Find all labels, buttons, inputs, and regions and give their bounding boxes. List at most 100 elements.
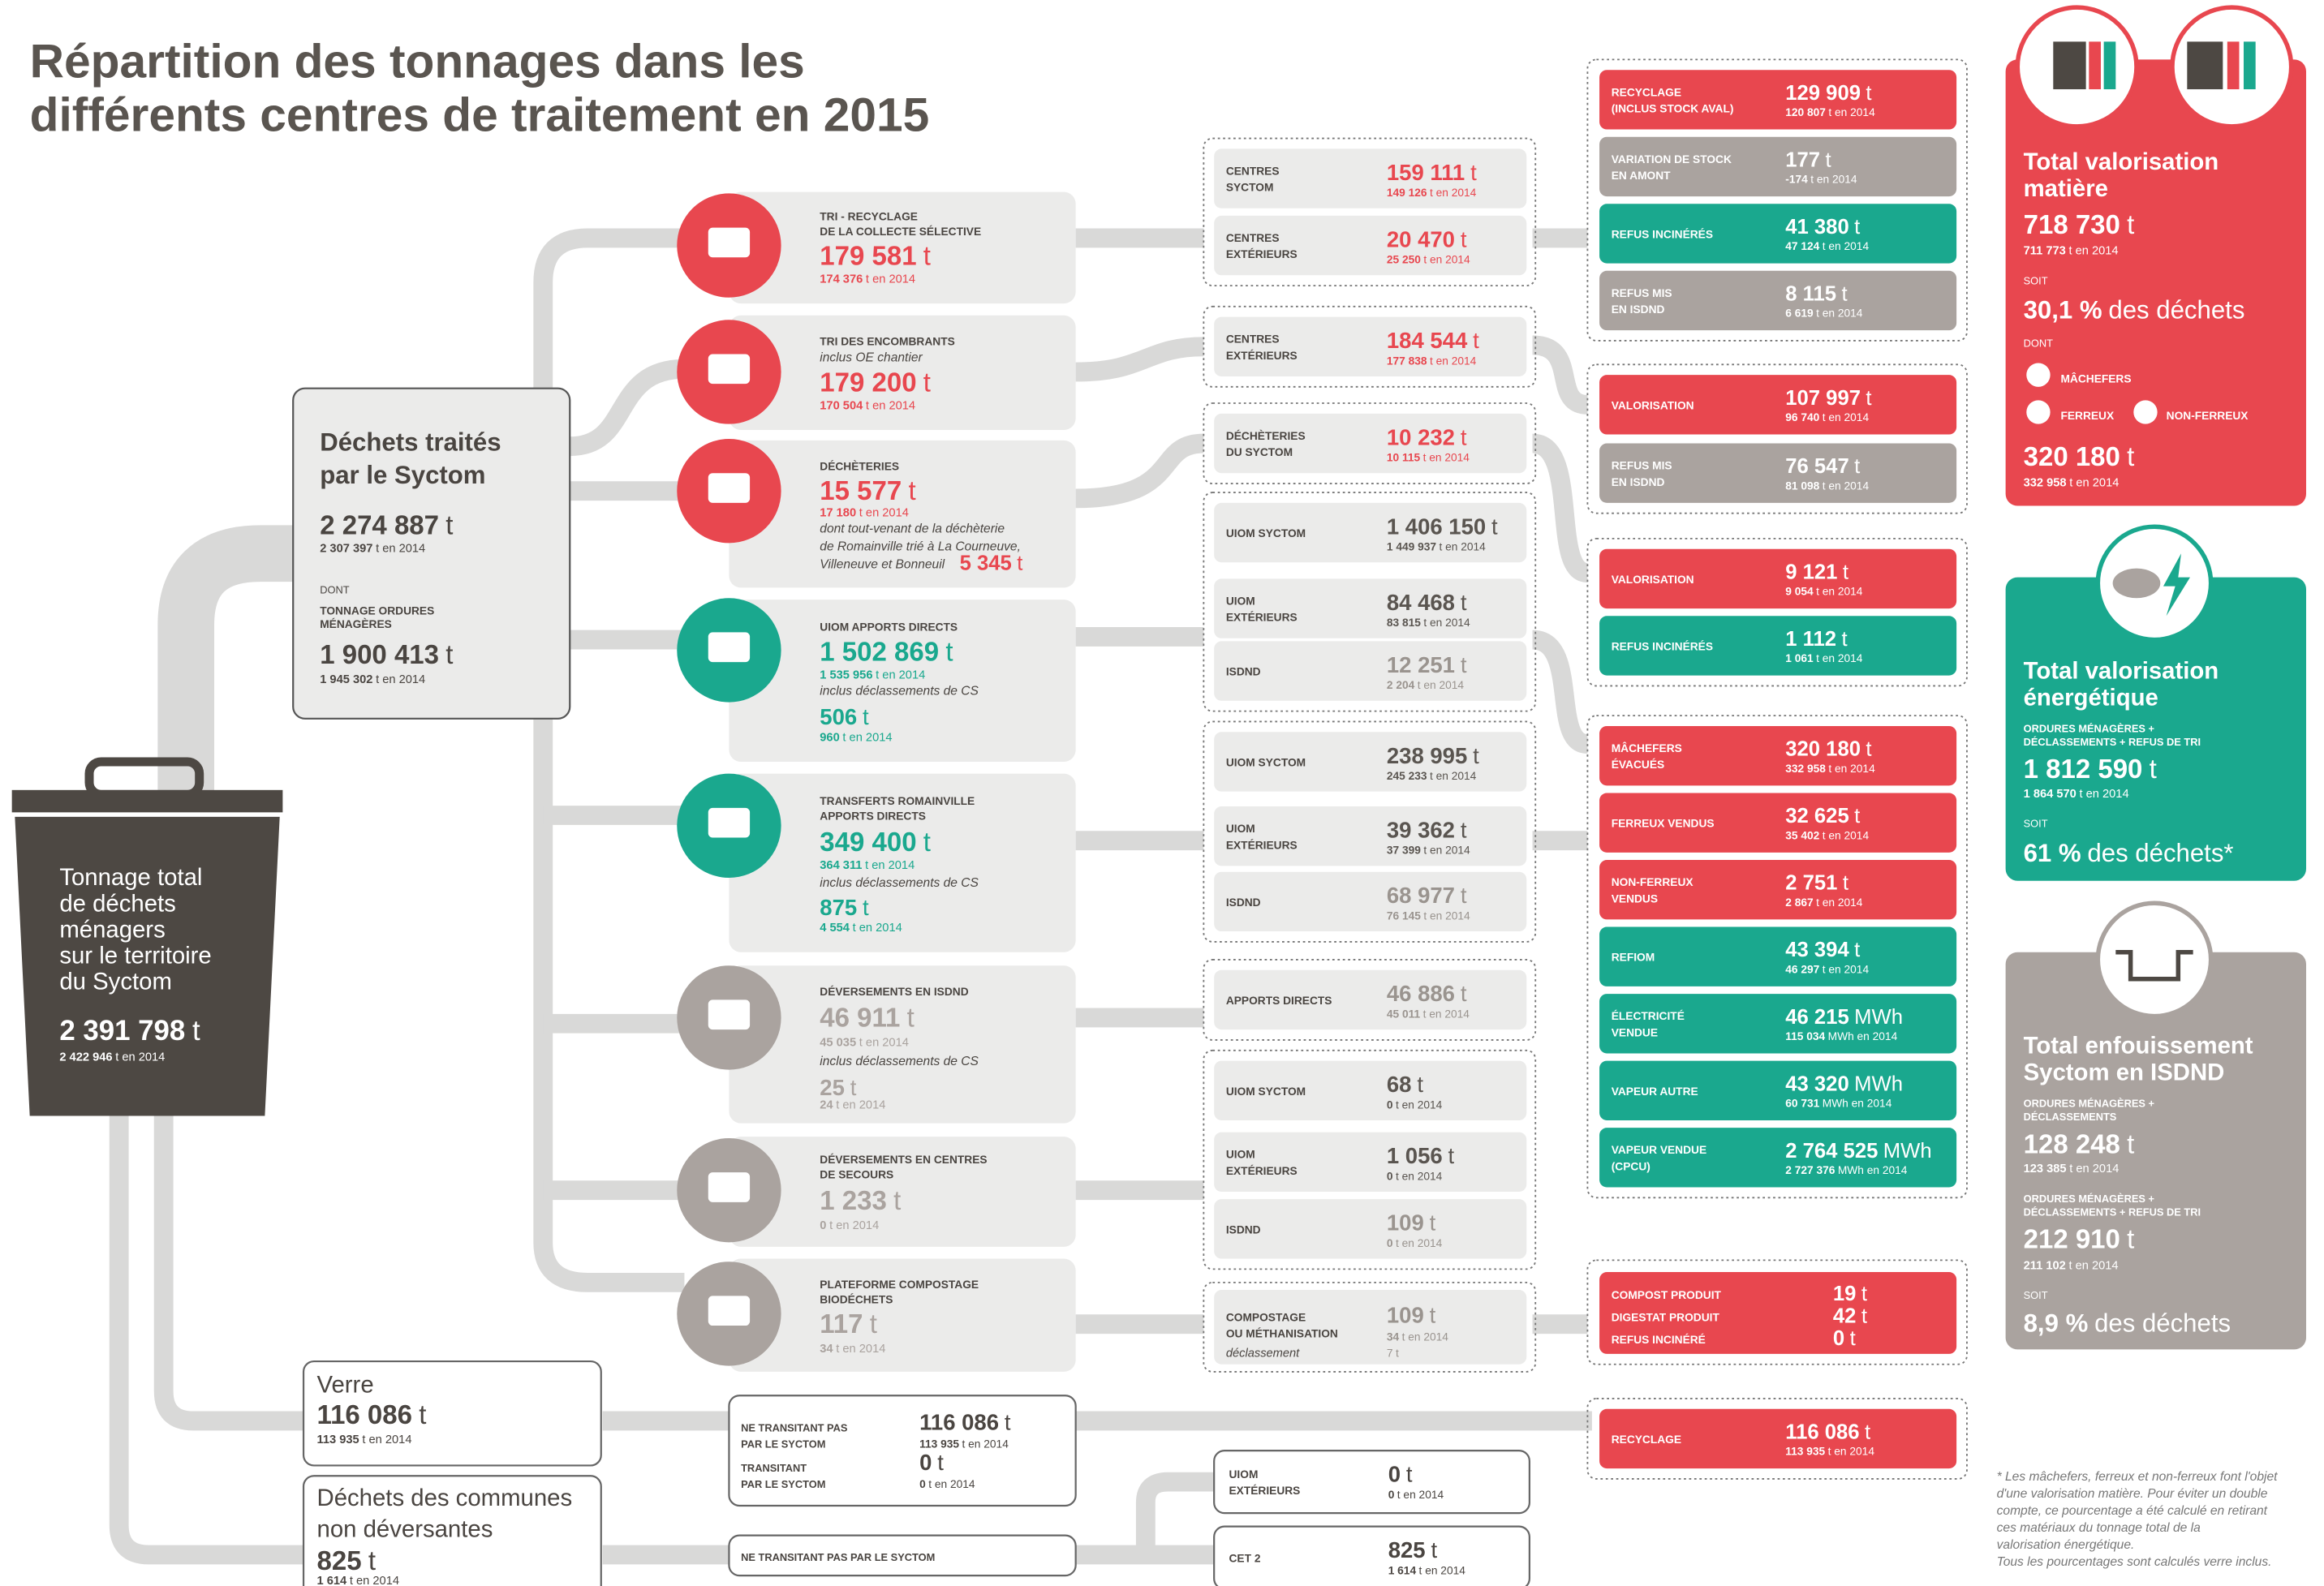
prev-unit: t en 2014 <box>1823 963 1870 975</box>
label: REFUS MIS <box>1612 460 1672 472</box>
prev-number: 0 <box>1388 1489 1395 1501</box>
panel-title: énergétique <box>2024 684 2158 711</box>
infographic: Répartition des tonnages dans lesdiffére… <box>0 0 2324 1586</box>
icon-glyph <box>708 1172 750 1202</box>
prev-number: 76 145 <box>1387 909 1421 922</box>
value: 129 909t <box>1785 82 1871 105</box>
value-number: 109 <box>1387 1302 1424 1327</box>
prev-unit: t en 2014 <box>928 1478 975 1490</box>
value-unit: t <box>2127 1128 2134 1158</box>
label: UIOM <box>1226 595 1255 608</box>
prev: 0t en 2014 <box>1387 1237 1443 1249</box>
value-unit: t <box>1473 328 1479 353</box>
value-number: 184 544 <box>1387 328 1468 353</box>
value-unit: t <box>937 1450 944 1475</box>
value: 1 502 869t <box>820 636 953 666</box>
prev-number: 2 307 397 <box>320 542 372 555</box>
value-unit: t <box>419 1399 426 1429</box>
value: 43 394t <box>1785 939 1860 961</box>
prev-unit: t en 2014 <box>842 731 892 744</box>
prev: 37 399t en 2014 <box>1387 845 1470 857</box>
label: DU SYCTOM <box>1226 446 1293 458</box>
value-unit: t <box>1854 216 1860 239</box>
panel-title: Total enfouissement <box>2024 1032 2253 1059</box>
prev-number: 0 <box>1387 1098 1393 1111</box>
value-unit: MWh <box>1854 1072 1903 1095</box>
prev-unit: t en 2014 <box>1816 586 1863 598</box>
label: COMPOSTAGE <box>1226 1312 1306 1324</box>
label: SOIT <box>2024 274 2048 286</box>
icon-part <box>2089 41 2101 89</box>
footnote: compte, ce pourcentage a été calculé en … <box>1997 1504 2268 1518</box>
value-number: 5 345 <box>960 552 1012 574</box>
prev-unit: t en 2014 <box>376 542 425 555</box>
value-number: 179 200 <box>820 367 916 397</box>
value-unit: t <box>445 509 453 539</box>
icon-part <box>2053 41 2085 89</box>
prev-unit: MWh en 2014 <box>1838 1164 1908 1176</box>
prev-unit: t en 2014 <box>1828 1446 1875 1458</box>
value-number: 212 910 <box>2024 1224 2120 1254</box>
prev: 2 727 376MWh en 2014 <box>1785 1164 1908 1176</box>
label: DONT <box>2024 337 2054 349</box>
value-unit: t <box>1843 561 1848 583</box>
note: Villeneuve et Bonneuil <box>820 558 945 572</box>
value: 25t <box>820 1075 856 1100</box>
prev-number: -174 <box>1785 174 1808 186</box>
prev-number: 1 535 956 <box>820 668 872 681</box>
prev-unit: t en 2014 <box>1418 679 1465 691</box>
prev-number: 211 102 <box>2024 1259 2066 1272</box>
value-unit: MWh <box>1854 1006 1903 1029</box>
percent-number: 8,9 % <box>2024 1309 2089 1337</box>
label: APPORTS DIRECTS <box>820 810 926 823</box>
label: de déchets <box>59 890 175 917</box>
label: REFIOM <box>1612 952 1655 964</box>
prev-unit: t en 2014 <box>1397 1489 1444 1501</box>
legend: NON-FERREUX <box>2167 410 2249 422</box>
value-unit: t <box>2127 1224 2134 1254</box>
value-unit: t <box>870 1309 877 1339</box>
prev-number: 332 958 <box>2024 477 2067 490</box>
label: VENDUS <box>1612 892 1658 905</box>
prev: 7t <box>1387 1347 1399 1360</box>
label: TRI DES ENCOMBRANTS <box>820 335 955 347</box>
outcome-box <box>1599 271 1956 330</box>
value: 0t <box>1833 1327 1856 1350</box>
value-unit: t <box>1005 1409 1011 1434</box>
label: ISDND <box>1226 1223 1261 1236</box>
value-unit: t <box>1861 1304 1867 1327</box>
prev-unit: t en 2014 <box>1823 240 1870 252</box>
panel-matiere <box>2006 59 2306 505</box>
prev: 81 098t en 2014 <box>1785 479 1869 492</box>
outcome-box <box>1599 70 1956 129</box>
prev: 0t en 2014 <box>1387 1170 1443 1182</box>
value-unit: t <box>1850 1327 1856 1350</box>
prev-number: 24 <box>820 1098 833 1111</box>
label: EN ISDND <box>1612 476 1665 488</box>
prev: 960t en 2014 <box>820 731 892 744</box>
prev-number: 2 204 <box>1387 679 1415 691</box>
value-unit: t <box>1431 1537 1437 1562</box>
value-number: 68 <box>1387 1072 1412 1097</box>
label: EXTÉRIEURS <box>1226 838 1298 851</box>
percent-number: 61 % <box>2024 839 2081 867</box>
value-unit: t <box>923 827 931 857</box>
prev-unit: t en 2014 <box>1828 106 1875 118</box>
prev: 25 250t en 2014 <box>1387 254 1470 266</box>
icon-part <box>2187 41 2223 89</box>
value-unit: t <box>1461 652 1467 677</box>
value: 68t <box>1387 1072 1423 1097</box>
prev: -174t en 2014 <box>1785 174 1857 186</box>
value-unit: t <box>850 1075 857 1100</box>
note: dont tout-venant de la déchèterie <box>820 522 1005 536</box>
label: du Syctom <box>59 969 172 995</box>
percent-unit: des déchets <box>2108 295 2244 324</box>
prev-unit: t en 2014 <box>1810 174 1857 186</box>
value-unit: t <box>1430 1302 1436 1327</box>
value-unit: t <box>1865 1421 1870 1443</box>
panel-title: matière <box>2024 175 2108 202</box>
